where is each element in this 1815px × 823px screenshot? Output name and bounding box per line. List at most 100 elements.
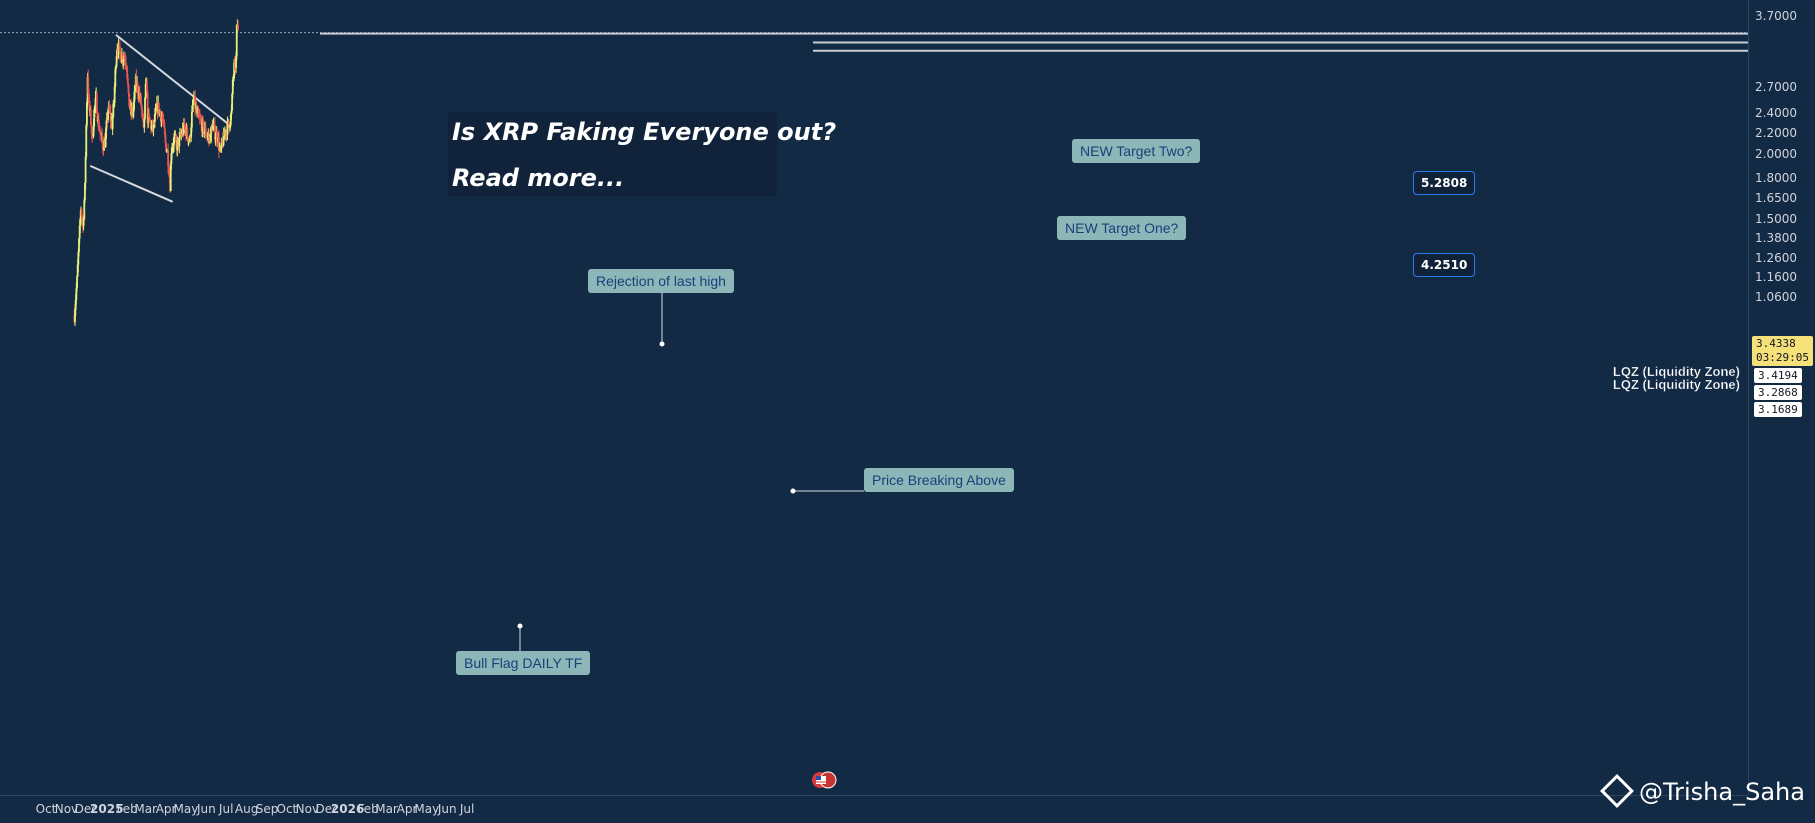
candle-body (133, 91, 136, 102)
candle-body (178, 137, 181, 147)
exchange-logo-icon (1600, 774, 1634, 808)
candle-body (183, 122, 186, 126)
price-tick-label: 1.1600 (1755, 269, 1797, 284)
candle-body (181, 134, 183, 136)
time-tick-label: Apr (396, 802, 418, 816)
price-plot[interactable] (0, 0, 1748, 795)
candle-body (191, 104, 194, 112)
time-tick-label: Feb (357, 802, 379, 816)
candle-body (101, 141, 104, 150)
lqz-label-top: LQZ (Liquidity Zone) (1612, 364, 1740, 379)
price-axis[interactable]: 8.50007.50006.50005.50004.90004.50004.10… (1748, 0, 1815, 795)
callout-rejection[interactable]: Rejection of last high (588, 269, 734, 293)
candle-body (87, 76, 90, 94)
candle-body (98, 129, 101, 132)
candle-body (89, 109, 92, 125)
candle-body (125, 64, 128, 67)
candle-body (107, 110, 109, 120)
candle-body (83, 200, 86, 220)
candle-body (122, 59, 125, 62)
target-one-price[interactable]: 4.2510 (1413, 253, 1476, 277)
candle-body (159, 113, 162, 122)
candle-body (202, 121, 205, 134)
price-tag-zone-top: 3.4194 (1754, 368, 1802, 383)
candle-body (88, 101, 91, 111)
candle-body (157, 102, 160, 114)
time-tick-label: Dec (74, 802, 98, 816)
candle-body (161, 118, 164, 120)
candle-body (222, 131, 225, 146)
candle-body (146, 92, 149, 124)
candle-body (200, 119, 202, 122)
candle-body (169, 163, 172, 192)
candle-body (148, 113, 150, 117)
candle-body (173, 136, 175, 145)
candle-body (212, 125, 214, 130)
candle-body (84, 182, 86, 201)
candle-body (91, 133, 94, 137)
time-tick-label: 2025 (90, 802, 124, 816)
candle-body (126, 78, 129, 85)
candle-body (221, 141, 224, 143)
candle-countdown: 03:29:05 (1756, 351, 1809, 364)
us-flag-event-icon[interactable] (808, 771, 842, 789)
target-two-price[interactable]: 5.2808 (1413, 171, 1476, 195)
candle-body (95, 93, 98, 114)
candle-body (165, 151, 168, 153)
candle-body (206, 135, 209, 137)
price-tick-label: 1.5000 (1755, 212, 1797, 227)
candle-body (196, 110, 199, 113)
candle-body (92, 126, 95, 137)
candle-body (109, 112, 112, 121)
candle-body (94, 97, 97, 106)
time-tick-label: 2026 (330, 802, 365, 816)
callout-target-one[interactable]: NEW Target One? (1057, 216, 1187, 240)
candle-body (195, 106, 198, 113)
candle-body (131, 107, 134, 114)
candle-body (154, 114, 156, 122)
candle-body (105, 127, 107, 139)
watermark: @Trisha_Saha (1600, 774, 1805, 808)
candle-body (170, 153, 173, 164)
candle-body (199, 117, 202, 120)
candle-body (136, 83, 139, 93)
candle-body (115, 56, 118, 66)
price-tag-zone-mid: 3.2868 (1754, 385, 1802, 400)
time-tick-label: Feb (116, 802, 138, 816)
candle-body (84, 156, 87, 183)
candle-body (231, 93, 234, 111)
candle-body (99, 133, 102, 135)
callout-price-breaking[interactable]: Price Breaking Above (864, 468, 1014, 492)
candle-body (78, 225, 81, 239)
time-axis[interactable]: Oct Nov Dec 2025 Feb Mar Apr May Jun Jul Aug Sep Oct… (0, 795, 1748, 823)
candle-body (201, 119, 204, 132)
candle-body (237, 25, 239, 31)
time-tick-label: May (173, 802, 199, 816)
candle-body (149, 120, 152, 122)
candle-body (140, 95, 142, 105)
candle-body (143, 118, 146, 128)
candle-body (198, 116, 201, 118)
candle-body (233, 62, 236, 64)
candle-body (78, 238, 80, 253)
candle-body (128, 93, 131, 107)
chart-title-line1: Is XRP Faking Everyone out? (452, 118, 837, 146)
candle-body (175, 136, 177, 142)
time-tick-label: Oct (35, 802, 57, 816)
time-tick-label: Mar (375, 802, 398, 816)
price-tick-label: 1.0600 (1755, 290, 1797, 305)
price-tick-label: 3.7000 (1755, 8, 1797, 23)
candle-body (148, 116, 151, 121)
candle-body (124, 58, 127, 63)
time-tick-label: Jun (437, 802, 457, 816)
current-price-tag: 3.4338 03:29:05 (1752, 336, 1813, 366)
candle-body (105, 118, 108, 128)
candle-body (168, 173, 171, 178)
candle-body (134, 90, 136, 92)
candle-body (124, 62, 127, 65)
callout-target-two[interactable]: NEW Target Two? (1072, 139, 1201, 163)
candle-body (160, 117, 163, 122)
callout-bull-flag[interactable]: Bull Flag DAILY TF (456, 651, 591, 675)
time-tick-label: Jul (459, 802, 475, 816)
